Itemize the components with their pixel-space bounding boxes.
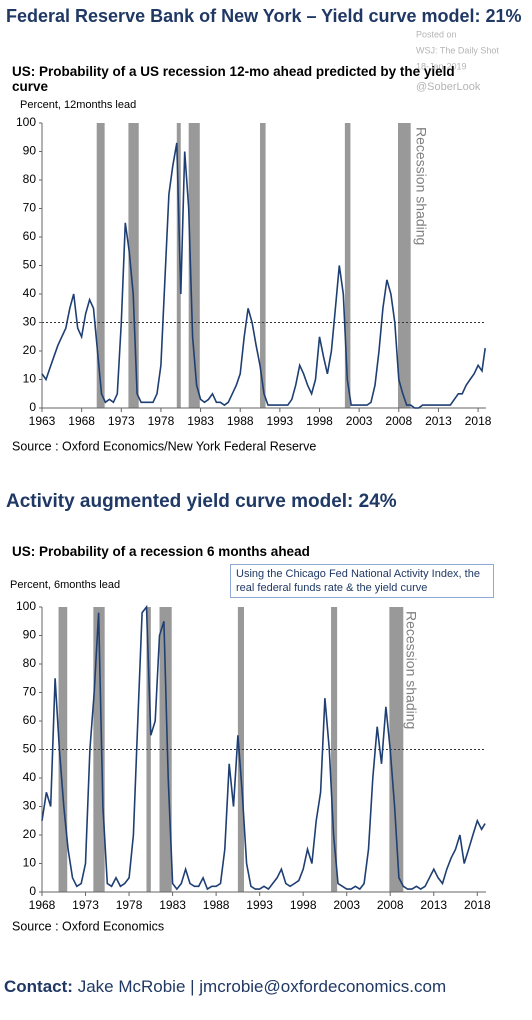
x-tick-label: 2013	[425, 414, 452, 428]
y-tick-label: 100	[16, 115, 36, 129]
y-tick-label: 90	[23, 144, 37, 158]
x-tick-label: 1998	[290, 898, 317, 912]
y-tick-label: 60	[23, 713, 37, 727]
chart-title: US: Probability of a US recession 12-mo …	[12, 64, 455, 94]
headline: Federal Reserve Bank of New York – Yield…	[6, 6, 522, 26]
recession-band	[128, 123, 139, 408]
recession-band	[237, 607, 244, 892]
y-tick-label: 20	[23, 827, 37, 841]
recession-band	[96, 123, 105, 408]
y-tick-label: 40	[23, 286, 37, 300]
x-tick-label: 2008	[377, 898, 404, 912]
x-tick-label: 1993	[267, 414, 294, 428]
y-axis-label: Percent, 12months lead	[20, 99, 136, 111]
x-tick-label: 1973	[72, 898, 99, 912]
x-tick-label: 1973	[108, 414, 135, 428]
x-tick-label: 1983	[159, 898, 186, 912]
y-tick-label: 70	[23, 201, 37, 215]
recession-band	[188, 123, 200, 408]
y-tick-label: 80	[23, 172, 37, 186]
recession-band	[389, 607, 404, 892]
watermark: 18-Jan-2019	[416, 61, 467, 71]
x-tick-label: 1978	[116, 898, 143, 912]
x-tick-label: 1993	[246, 898, 273, 912]
contact: Contact: Jake McRobie | jmcrobie@oxforde…	[4, 977, 446, 997]
y-tick-label: 40	[23, 770, 37, 784]
y-tick-label: 10	[23, 856, 37, 870]
x-tick-label: 2003	[333, 898, 360, 912]
y-tick-label: 30	[23, 799, 37, 813]
y-tick-label: 100	[16, 599, 36, 613]
chart-title: US: Probability of a recession 6 months …	[12, 544, 310, 559]
recession-band	[344, 123, 351, 408]
y-tick-label: 0	[29, 884, 36, 898]
y-tick-label: 20	[23, 343, 37, 357]
x-tick-label: 1983	[187, 414, 214, 428]
y-tick-label: 80	[23, 656, 37, 670]
contact-label: Contact:	[4, 977, 73, 996]
y-tick-label: 0	[29, 400, 36, 414]
x-tick-label: 2008	[385, 414, 412, 428]
y-tick-label: 60	[23, 229, 37, 243]
recession-band	[159, 607, 172, 892]
y-tick-label: 30	[23, 315, 37, 329]
y-tick-label: 10	[23, 372, 37, 386]
recession-band	[260, 123, 266, 408]
series-line	[41, 142, 486, 409]
y-axis-label: Percent, 6months lead	[10, 579, 120, 591]
x-tick-label: 1963	[29, 414, 56, 428]
x-tick-label: 1968	[29, 898, 56, 912]
source: Source : Oxford Economics	[12, 919, 164, 933]
watermark: WSJ: The Daily Shot	[416, 45, 499, 55]
x-tick-label: 1968	[68, 414, 95, 428]
recession-band	[176, 123, 181, 408]
annotation: Using the Chicago Fed National Activity …	[230, 564, 494, 598]
x-tick-label: 2018	[465, 414, 492, 428]
y-tick-label: 50	[23, 258, 37, 272]
x-tick-label: 1978	[148, 414, 175, 428]
y-tick-label: 50	[23, 742, 37, 756]
x-tick-label: 2013	[420, 898, 447, 912]
recession-band	[397, 123, 411, 408]
contact-text: Jake McRobie | jmcrobie@oxfordeconomics.…	[77, 977, 447, 996]
x-tick-label: 2018	[464, 898, 491, 912]
recession-label: Recession shading	[403, 611, 419, 729]
y-tick-label: 70	[23, 685, 37, 699]
x-tick-label: 1998	[306, 414, 333, 428]
series-line	[41, 604, 486, 891]
source: Source : Oxford Economics/New York Feder…	[12, 439, 316, 453]
recession-label: Recession shading	[413, 127, 429, 245]
recession-band	[146, 607, 151, 892]
x-tick-label: 1988	[203, 898, 230, 912]
watermark: @SoberLook	[416, 81, 481, 93]
x-tick-label: 1988	[227, 414, 254, 428]
y-tick-label: 90	[23, 628, 37, 642]
x-tick-label: 2003	[346, 414, 373, 428]
section-title: Activity augmented yield curve model: 24…	[6, 491, 397, 512]
watermark: Posted on	[416, 29, 457, 39]
